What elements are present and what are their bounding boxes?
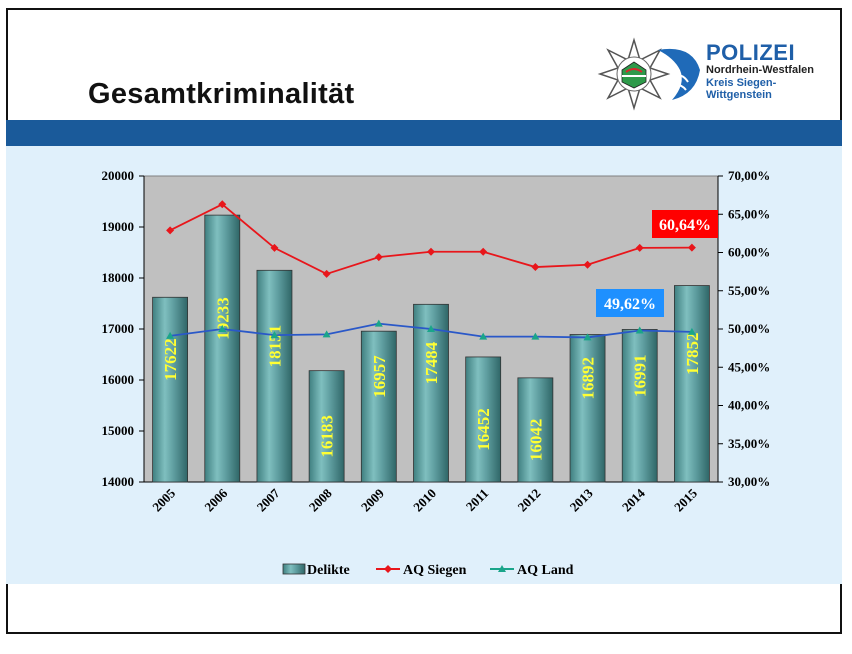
right-tick-label: 50,00% [728,321,770,336]
logo-name: POLIZEI [706,40,796,65]
x-tick-label: 2006 [201,485,230,514]
legend-aq-siegen: AQ Siegen [403,563,467,578]
bar-label-2014: 16991 [631,354,650,397]
legend-land-marker [498,565,506,572]
x-tick-label: 2013 [567,485,596,514]
aq-siegen-point-2007 [270,243,279,252]
aq-land-point-2010 [427,325,435,332]
aq-siegen-point-2013 [583,260,592,269]
bar-label-2015: 17852 [683,333,702,376]
callout-land-box [596,289,664,317]
bar-delikte-2015 [674,285,710,483]
callout-siegen-text: 60,64% [659,217,711,234]
right-tick-label: 70,00% [728,168,770,183]
aq-siegen-point-2014 [635,243,644,252]
bar-label-2007: 18151 [265,325,284,368]
left-tick-label: 20000 [102,168,135,183]
right-tick-label: 55,00% [728,283,770,298]
bar-delikte-2008 [308,370,345,483]
left-tick-label: 14000 [102,474,135,489]
bar-label-2012: 16042 [526,419,545,462]
aq-siegen-point-2011 [479,247,488,256]
bar-delikte-2011 [465,356,502,483]
header-band [6,120,842,146]
x-tick-label: 2007 [254,485,283,514]
aq-land-point-2012 [531,332,540,340]
logo-text: POLIZEI Nordrhein-Westfalen Kreis Siegen… [706,40,814,102]
x-tick-label: 2010 [410,486,439,515]
right-tick-label: 60,00% [728,245,770,260]
right-tick-label: 40,00% [728,398,770,413]
aq-land-point-2011 [479,332,488,340]
aq-land-point-2014 [635,326,644,334]
bar-delikte-2006 [204,214,241,483]
x-tick-label: 2005 [149,485,178,514]
aq-siegen-point-2008 [322,269,331,278]
bar-delikte-2013 [569,334,606,483]
police-logo: POLIZEI Nordrhein-Westfalen Kreis Siegen… [596,36,836,116]
bar-delikte-2014 [621,329,658,483]
bar-label-2006: 19233 [213,297,232,340]
bar-label-2009: 16957 [370,355,389,398]
page-title: Gesamtkriminalität [88,78,355,110]
left-tick-label: 18000 [102,270,135,285]
bar-label-2008: 16183 [318,415,337,458]
logo-district-1: Kreis Siegen- [706,77,777,89]
bar-label-2010: 17484 [422,341,441,384]
x-tick-label: 2008 [306,485,335,514]
bar-label-2013: 16892 [579,357,598,400]
left-tick-label: 17000 [102,321,135,336]
aq-siegen-point-2015 [687,243,696,252]
right-tick-label: 45,00% [728,359,770,374]
aq-land-point-2008 [322,330,331,338]
aq-land-point-2013 [583,333,592,341]
aq-land-point-2007 [270,331,279,339]
aq-land-point-2006 [218,325,227,332]
left-tick-label: 16000 [102,372,135,387]
callout-land-text: 49,62% [604,296,656,313]
x-tick-label: 2015 [671,485,700,514]
legend-aq-land: AQ Land [517,563,574,578]
bar-delikte-2007 [256,269,293,483]
aq-land-point-2015 [687,327,696,335]
legend-bar-swatch [282,563,306,575]
logo-district-2: Wittgenstein [706,89,772,101]
left-tick-label: 19000 [102,219,135,234]
aq-land-point-2005 [166,331,175,339]
legend-siegen-marker [384,565,392,573]
callout-siegen-box [652,210,718,238]
aq-siegen-point-2009 [374,253,383,262]
left-tick-label: 15000 [102,423,135,438]
aq-siegen-point-2006 [218,200,227,209]
aq-siegen-point-2005 [166,226,175,235]
bar-label-2011: 16452 [474,408,493,451]
legend-delikte: Delikte [307,563,350,578]
aq-siegen-point-2012 [531,263,540,272]
x-tick-label: 2009 [358,485,387,514]
right-tick-label: 65,00% [728,206,770,221]
police-star-icon [597,37,700,111]
x-tick-label: 2014 [619,485,648,514]
bar-label-2005: 17622 [161,338,180,381]
logo-state: Nordrhein-Westfalen [706,64,814,76]
x-tick-label: 2011 [463,486,491,514]
aq-land-point-2009 [374,319,383,327]
bar-delikte-2010 [413,303,449,483]
aq-siegen-point-2010 [427,247,435,256]
bar-delikte-2005 [152,296,188,483]
right-tick-label: 30,00% [728,474,770,489]
bar-delikte-2009 [360,330,397,483]
right-tick-label: 35,00% [728,436,770,451]
x-tick-label: 2012 [514,486,543,515]
bar-delikte-2012 [517,377,554,483]
